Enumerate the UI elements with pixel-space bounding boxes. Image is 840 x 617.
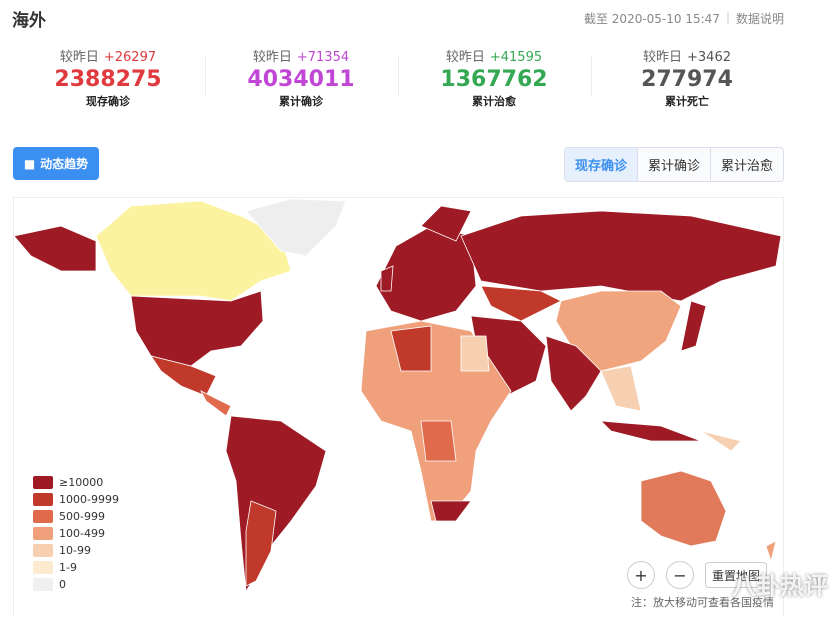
region bbox=[14, 225, 97, 272]
trend-button[interactable]: ■ 动态趋势 bbox=[13, 147, 99, 180]
stat-value: 4034011 bbox=[247, 67, 355, 92]
delta-label: 较昨日 bbox=[445, 50, 485, 65]
region bbox=[460, 335, 490, 372]
title: 海外 bbox=[12, 11, 46, 31]
legend-item: 10-99 bbox=[33, 542, 119, 559]
legend-swatch bbox=[33, 510, 53, 523]
tabs: 现存确诊 累计确诊 累计治愈 bbox=[564, 147, 784, 182]
tab[interactable]: 累计治愈 bbox=[710, 148, 783, 181]
legend-swatch bbox=[33, 493, 53, 506]
delta: +41595 bbox=[489, 50, 543, 65]
stat-caption: 累计治愈 bbox=[472, 95, 516, 108]
region bbox=[460, 210, 782, 302]
watermark: 八卦热评 bbox=[732, 572, 828, 600]
region bbox=[545, 335, 602, 412]
delta-label: 较昨日 bbox=[252, 50, 292, 65]
legend-swatch bbox=[33, 476, 53, 489]
legend-label: 10-99 bbox=[59, 544, 91, 557]
legend-item: ≥10000 bbox=[33, 474, 119, 491]
region bbox=[680, 300, 707, 352]
map[interactable] bbox=[13, 197, 784, 617]
stat-value: 2388275 bbox=[54, 67, 162, 92]
stat-value: 1367762 bbox=[440, 67, 548, 92]
delta-label: 较昨日 bbox=[643, 50, 683, 65]
legend-label: 100-499 bbox=[59, 527, 105, 540]
divider bbox=[398, 56, 399, 96]
legend-label: 1000-9999 bbox=[59, 493, 119, 506]
region bbox=[599, 420, 702, 442]
region bbox=[420, 205, 472, 242]
timestamp: 截至 2020-05-10 15:47 bbox=[583, 12, 720, 26]
separator: | bbox=[725, 10, 730, 24]
tab[interactable]: 累计确诊 bbox=[637, 148, 710, 181]
world-map bbox=[14, 198, 782, 593]
zoom-in[interactable]: + bbox=[627, 561, 655, 589]
legend: ≥10000 1000-9999 500-999 100-499 10-99 1-9 0 bbox=[33, 474, 119, 593]
region bbox=[130, 290, 264, 367]
stat-delta-line: 较昨日 +41595 bbox=[399, 46, 589, 65]
region bbox=[555, 290, 682, 372]
legend-label: ≥10000 bbox=[59, 476, 104, 489]
stat-caption: 现存确诊 bbox=[86, 95, 130, 108]
region bbox=[95, 200, 292, 302]
region bbox=[390, 325, 432, 372]
region bbox=[600, 365, 642, 412]
delta: +71354 bbox=[296, 50, 350, 65]
stat: 较昨日 +41595 1367762 累计治愈 bbox=[399, 46, 589, 109]
region bbox=[430, 500, 472, 522]
legend-swatch bbox=[33, 527, 53, 540]
timestamp-bar: 截至 2020-05-10 15:47 | 数据说明 bbox=[584, 10, 784, 27]
tab[interactable]: 现存确诊 bbox=[565, 148, 637, 181]
legend-item: 1-9 bbox=[33, 559, 119, 576]
legend-swatch bbox=[33, 578, 53, 591]
stat-value: 277974 bbox=[641, 67, 733, 92]
region bbox=[245, 198, 347, 257]
video-icon: ■ bbox=[23, 156, 36, 171]
region bbox=[420, 420, 457, 462]
legend-swatch bbox=[33, 544, 53, 557]
note: 注：放大移动可查看各国疫情 bbox=[631, 596, 774, 609]
reset-button[interactable]: 重置地图 bbox=[705, 562, 767, 588]
delta-label: 较昨日 bbox=[59, 50, 99, 65]
region bbox=[225, 415, 327, 593]
region bbox=[380, 265, 394, 292]
legend-item: 0 bbox=[33, 576, 119, 593]
legend-label: 1-9 bbox=[59, 561, 77, 574]
stat-delta-line: 较昨日 +26297 bbox=[13, 46, 203, 65]
stat: 较昨日 +71354 4034011 累计确诊 bbox=[206, 46, 396, 109]
stat-delta-line: 较昨日 +3462 bbox=[592, 46, 782, 65]
legend-swatch bbox=[33, 561, 53, 574]
legend-item: 500-999 bbox=[33, 508, 119, 525]
stat-caption: 累计确诊 bbox=[279, 95, 323, 108]
delta: +26297 bbox=[103, 50, 157, 65]
region bbox=[765, 540, 777, 563]
legend-item: 100-499 bbox=[33, 525, 119, 542]
legend-label: 500-999 bbox=[59, 510, 105, 523]
divider bbox=[205, 56, 206, 96]
divider bbox=[591, 56, 592, 96]
stat-caption: 累计死亡 bbox=[665, 95, 709, 108]
region bbox=[200, 390, 232, 417]
legend-label: 0 bbox=[59, 578, 66, 591]
region bbox=[375, 225, 477, 322]
zoom-out[interactable]: − bbox=[666, 561, 694, 589]
region bbox=[700, 430, 742, 452]
trend-label: 动态趋势 bbox=[40, 157, 89, 171]
stat: 较昨日 +26297 2388275 现存确诊 bbox=[13, 46, 203, 109]
delta: +3462 bbox=[687, 50, 731, 65]
region bbox=[245, 500, 277, 587]
region bbox=[640, 470, 727, 547]
region bbox=[480, 285, 562, 322]
info-link[interactable]: 数据说明 bbox=[735, 12, 784, 26]
stat-delta-line: 较昨日 +71354 bbox=[206, 46, 396, 65]
stat: 较昨日 +3462 277974 累计死亡 bbox=[592, 46, 782, 109]
legend-item: 1000-9999 bbox=[33, 491, 119, 508]
